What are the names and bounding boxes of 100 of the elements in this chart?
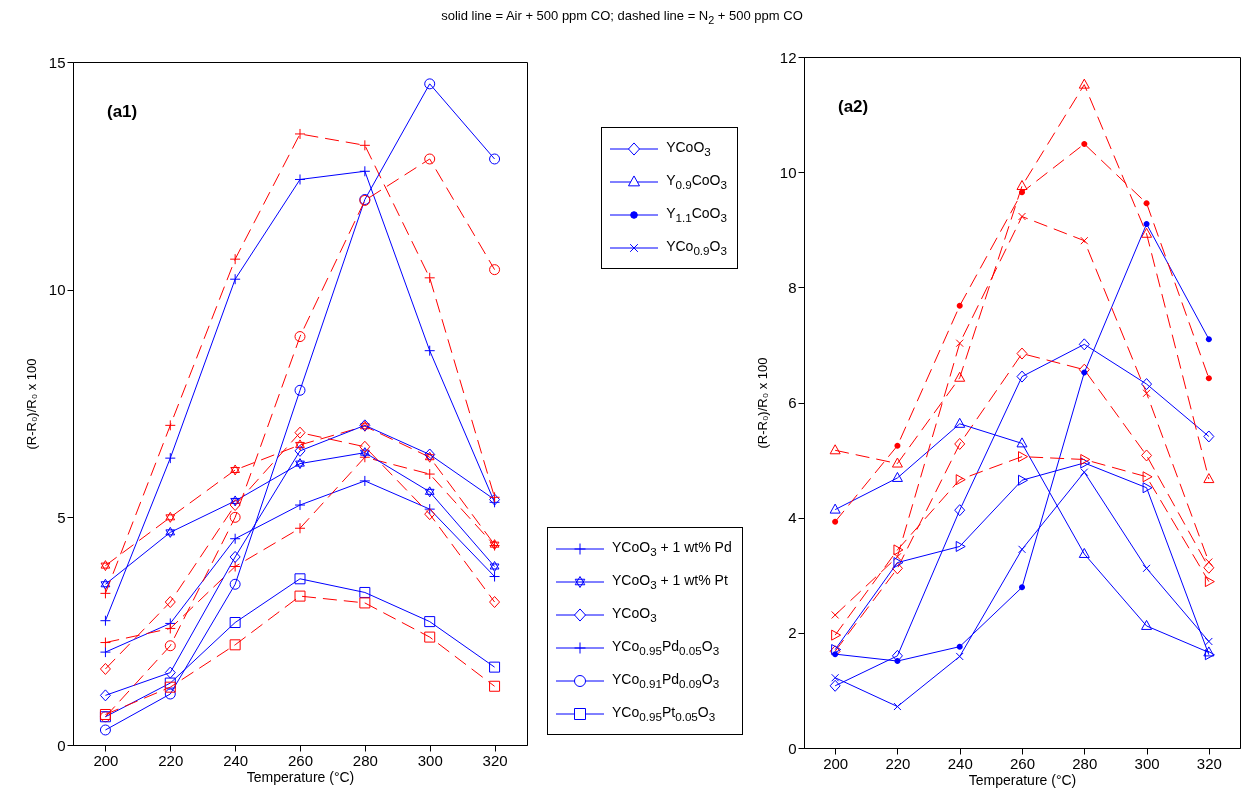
point <box>1018 474 1028 486</box>
y-tick-label: 6 <box>788 394 797 411</box>
point <box>1204 649 1215 661</box>
point <box>424 508 436 521</box>
point <box>99 724 111 736</box>
point <box>1203 646 1215 657</box>
point <box>1141 449 1153 462</box>
point <box>1141 619 1153 630</box>
point <box>893 552 902 561</box>
annotation: (a1) <box>107 102 138 122</box>
y-tick-label: 0 <box>788 739 797 757</box>
point <box>1078 78 1090 89</box>
point <box>954 371 966 382</box>
x-axis-title: Temperature (°C) <box>246 768 355 785</box>
point <box>832 518 839 525</box>
text: solid line = Air + 500 ppm CO; dashed line = N$_{2}$ + 500 ppm CO <box>440 8 804 26</box>
point <box>489 153 501 165</box>
point <box>956 643 963 650</box>
point <box>164 640 176 652</box>
y-tick-label: 5 <box>57 508 66 526</box>
point <box>1016 347 1028 360</box>
point <box>1018 545 1026 554</box>
point <box>230 464 240 476</box>
point <box>489 661 501 673</box>
point <box>1203 473 1215 484</box>
point <box>295 458 305 470</box>
point <box>164 688 176 700</box>
x-tick-label: 220 <box>885 754 911 772</box>
legend-label: Y$_{0.9}$CoO$_{3}$ <box>666 172 727 191</box>
x-tick-label: 260 <box>1009 754 1036 772</box>
point <box>294 573 306 585</box>
y-axis-title: (R-R₀)/R₀ x 100 <box>754 357 770 449</box>
point <box>229 639 241 651</box>
x-tick-label: 300 <box>1134 754 1160 772</box>
point <box>164 681 176 693</box>
x-tick-label: 260 <box>287 751 314 769</box>
legend-label: YCoO$_{3}$ <box>612 605 657 624</box>
legend-label: YCoO$_{3}$ + 1 wt% Pd <box>612 539 732 558</box>
point <box>1016 179 1028 190</box>
x-tick-label: 240 <box>223 751 249 769</box>
point <box>955 652 964 661</box>
point <box>829 503 841 514</box>
y-tick-label: 12 <box>779 48 797 66</box>
point <box>955 339 964 348</box>
point <box>424 616 436 628</box>
point <box>229 617 241 629</box>
point <box>1203 430 1215 443</box>
point <box>294 444 306 457</box>
x-tick-label: 320 <box>1196 754 1222 772</box>
point <box>1141 378 1153 391</box>
annotation: (a2) <box>838 97 869 117</box>
point <box>1078 547 1090 558</box>
point <box>954 417 966 428</box>
point <box>1016 370 1028 383</box>
point <box>164 666 176 679</box>
point <box>1142 471 1153 483</box>
point <box>424 78 436 90</box>
y-tick-label: 4 <box>788 509 797 527</box>
point <box>1018 451 1028 463</box>
legend-label: YCo$_{0.95}$Pd$_{0.05}$O$_{3}$ <box>612 638 720 657</box>
point <box>955 540 966 552</box>
legend-label: YCo$_{0.95}$Pt$_{0.05}$O$_{3}$ <box>612 704 716 723</box>
x-tick-label: 320 <box>482 751 508 769</box>
point <box>1203 561 1215 574</box>
legend-label: YCo$_{0.9}$O$_{3}$ <box>666 238 727 257</box>
point <box>99 689 111 702</box>
x-tick-label: 200 <box>823 754 849 772</box>
point <box>1204 576 1215 588</box>
point <box>1080 236 1089 245</box>
point <box>229 499 241 512</box>
point <box>230 495 240 507</box>
point <box>891 457 903 468</box>
point <box>424 631 436 643</box>
point <box>489 680 501 692</box>
point <box>894 442 901 449</box>
x-axis-title: Temperature (°C) <box>968 771 1077 788</box>
point <box>229 550 241 563</box>
point <box>99 662 111 675</box>
x-tick-label: 280 <box>1072 754 1098 772</box>
point <box>294 384 306 396</box>
point <box>489 561 500 573</box>
point <box>1141 227 1153 238</box>
point <box>164 596 176 609</box>
point <box>1142 482 1153 494</box>
point <box>100 578 111 590</box>
y-tick-label: 0 <box>57 736 66 754</box>
point <box>1142 389 1151 398</box>
point <box>894 658 901 665</box>
point <box>294 426 306 439</box>
point <box>359 586 371 598</box>
legend-label: Y$_{1.1}$CoO$_{3}$ <box>666 205 727 224</box>
point <box>831 673 840 682</box>
y-tick-label: 15 <box>48 53 66 71</box>
point <box>359 597 371 609</box>
x-tick-label: 300 <box>417 751 443 769</box>
y-tick-label: 10 <box>779 163 797 181</box>
point <box>1018 212 1026 221</box>
point <box>165 526 176 538</box>
y-tick-label: 8 <box>788 278 797 296</box>
point <box>1078 363 1090 376</box>
